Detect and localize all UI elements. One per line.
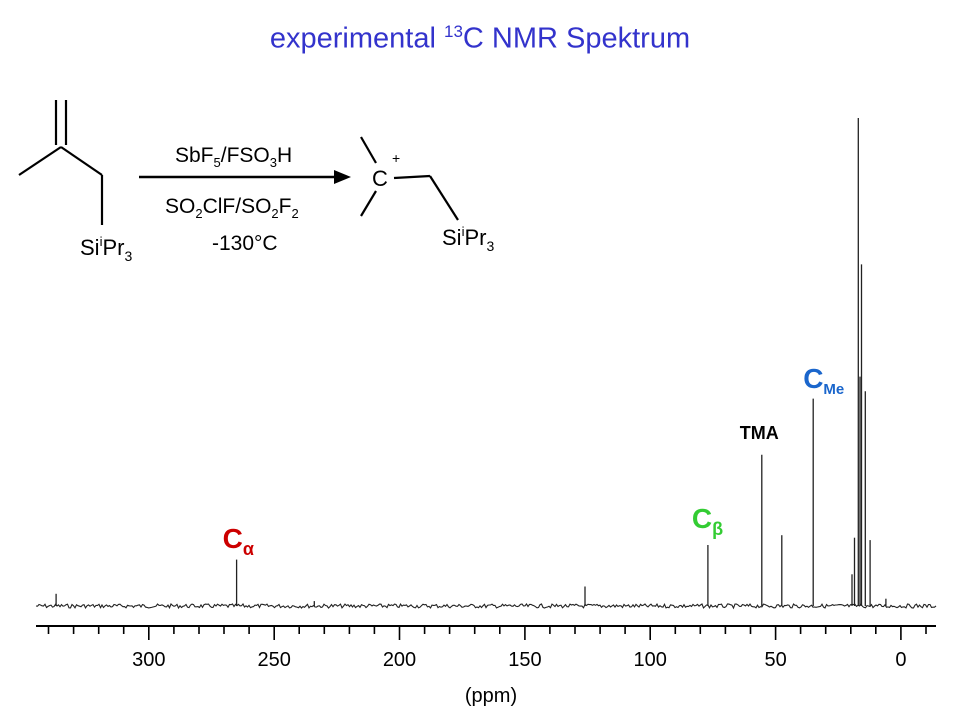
spectrum-peaks: [55, 118, 887, 606]
peak-label-tma: TMA: [740, 423, 779, 443]
x-tick-label: 150: [508, 649, 541, 671]
x-tick-label: 50: [764, 649, 786, 671]
spectrum-trace: [35, 603, 937, 610]
x-axis-ticks: 300 250 200 150 100 50 0: [47, 626, 927, 671]
peak-label-c-beta: Cβ: [692, 503, 723, 539]
x-axis-label: (ppm): [465, 685, 517, 707]
reagent-bottom: SO2ClF/SO2F2: [165, 195, 299, 221]
cation-charge: +: [392, 150, 400, 166]
peak-label-c-me: CMe: [803, 363, 844, 398]
x-tick-label: 0: [895, 649, 906, 671]
reactant-silyl-label: SiiPr3: [80, 234, 132, 264]
reactant-structure: [18, 100, 104, 225]
reaction-temperature: -130°C: [212, 232, 278, 255]
reaction-arrow: [139, 170, 351, 184]
slide-title: experimental 13C NMR Spektrum: [269, 22, 691, 55]
x-tick-label: 300: [132, 649, 165, 671]
x-tick-label: 200: [383, 649, 416, 671]
cation-carbon: C: [372, 166, 388, 191]
peak-label-c-alpha: Cα: [223, 523, 254, 559]
product-structure: [360, 136, 459, 221]
reagent-top: SbF5/FSO3H: [175, 144, 292, 170]
product-silyl-label: SiiPr3: [442, 224, 494, 254]
x-tick-label: 100: [634, 649, 667, 671]
x-tick-label: 250: [258, 649, 291, 671]
